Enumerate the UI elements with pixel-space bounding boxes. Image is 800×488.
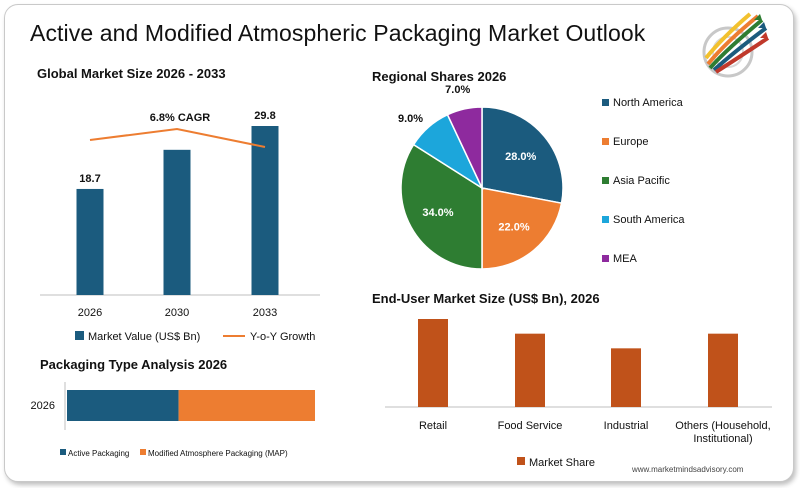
pie-label-europe: 22.0% — [498, 222, 529, 234]
x-tick-label-2033: 2033 — [253, 307, 277, 319]
pie-label-asia-pacific: 34.0% — [422, 207, 453, 219]
legend-swatch-asia-pacific — [602, 177, 609, 184]
x-tick-label-retail: Retail — [419, 420, 447, 432]
legend-label-south-america: South America — [613, 214, 685, 226]
bar-market-value-2030 — [163, 149, 191, 295]
legend-swatch-map — [140, 449, 146, 455]
x-tick-label-2030: 2030 — [165, 307, 189, 319]
legend-swatch-market-share — [517, 457, 525, 465]
legend-label-mea: MEA — [613, 253, 638, 265]
bar-market-value-2026 — [76, 188, 104, 295]
bar-end-user-3 — [611, 348, 641, 407]
pie-label-south-america: 9.0% — [398, 113, 423, 125]
pie-slice-mea — [446, 106, 483, 189]
legend-label-yoy-growth: Y-o-Y Growth — [250, 331, 315, 343]
x-tick-label-food-service: Food Service — [498, 420, 563, 432]
legend-swatch-active-packaging — [60, 449, 66, 455]
legend-label-asia-pacific: Asia Pacific — [613, 175, 670, 187]
pie-slice-europe — [481, 187, 563, 270]
data-label-2026: 18.7 — [79, 173, 100, 185]
legend-label-map: Modified Atmosphere Packaging (MAP) — [148, 449, 288, 458]
pie-slice-north-america — [481, 106, 564, 205]
stack-segment-active-packaging — [67, 390, 179, 421]
bar-end-user-4 — [708, 333, 738, 407]
regional-shares-title: Regional Shares 2026 — [372, 69, 507, 84]
y-tick-label-2026: 2026 — [31, 400, 55, 412]
x-tick-label-others: Others (Household, Institutional) — [675, 420, 770, 445]
legend-label-market-share: Market Share — [529, 457, 595, 469]
pie-label-north-america: 28.0% — [505, 151, 536, 163]
legend-swatch-market-value — [75, 331, 84, 340]
cagr-annotation: 6.8% CAGR — [150, 112, 211, 124]
data-label-2033: 29.8 — [254, 110, 275, 122]
x-tick-label-industrial: Industrial — [604, 420, 649, 432]
bar-market-value-2033 — [251, 126, 279, 295]
legend-swatch-europe — [602, 138, 609, 145]
legend-label-active-packaging: Active Packaging — [68, 449, 129, 458]
legend-label-north-america: North America — [613, 97, 684, 109]
bar-end-user-2 — [515, 333, 545, 407]
colorful-arrows-target-icon — [702, 12, 770, 78]
yoy-growth-line — [89, 127, 266, 148]
legend-swatch-north-america — [602, 99, 609, 106]
market-size-title: Global Market Size 2026 - 2033 — [37, 66, 226, 81]
website-url: www.marketmindsadvisory.com — [632, 465, 744, 474]
stack-segment-map — [178, 390, 315, 421]
x-tick-label-2026: 2026 — [78, 307, 102, 319]
end-user-title: End-User Market Size (US$ Bn), 2026 — [372, 291, 600, 306]
legend-swatch-mea — [602, 255, 609, 262]
legend-label-europe: Europe — [613, 136, 648, 148]
legend-label-market-value: Market Value (US$ Bn) — [88, 331, 200, 343]
pie-label-mea: 7.0% — [445, 84, 470, 96]
packaging-type-title: Packaging Type Analysis 2026 — [40, 357, 228, 372]
page-title: Active and Modified Atmospheric Packagin… — [30, 20, 646, 46]
legend-swatch-south-america — [602, 216, 609, 223]
bar-end-user-1 — [418, 319, 448, 407]
